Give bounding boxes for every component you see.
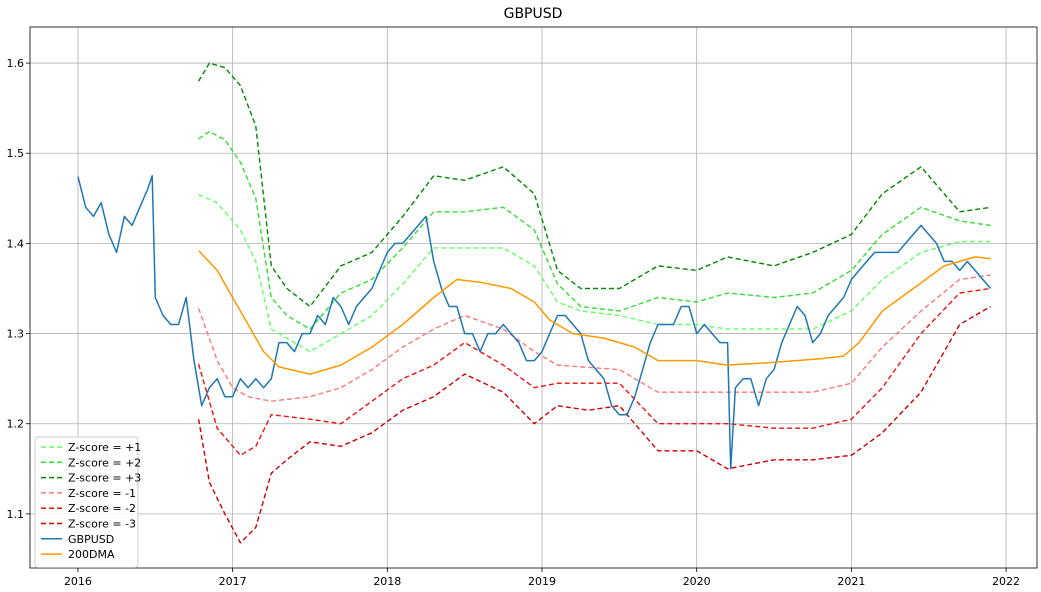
legend-label: Z-score = +3	[68, 472, 141, 485]
legend-label: Z-score = +1	[68, 441, 141, 454]
x-tick-label: 2022	[992, 575, 1020, 588]
chart-title: GBPUSD	[504, 6, 563, 22]
legend-label: Z-score = +2	[68, 456, 141, 469]
series-line-z-score-1	[197, 274, 991, 402]
series-line-200dma	[198, 250, 991, 375]
series-line-z-score-3	[197, 305, 991, 544]
x-tick-label: 2018	[373, 575, 401, 588]
legend: Z-score = +1 Z-score = +2 Z-score = +3 Z-sc…	[34, 436, 141, 568]
legend-box	[34, 436, 139, 568]
x-tick-label: 2021	[837, 575, 865, 588]
x-tick-label: 2019	[528, 575, 556, 588]
legend-label: Z-score = -1	[68, 487, 136, 500]
x-tick-label: 2020	[683, 575, 711, 588]
series-line-z-score-3	[197, 62, 991, 308]
legend-label: Z-score = -3	[68, 518, 136, 531]
legend-label: GBPUSD	[68, 533, 114, 546]
tick-layer: 2016 2017 2018 2019 2020 2021 2022 1.1 1.2 1.3 1.4…	[7, 57, 1021, 588]
y-tick-label: 1.5	[7, 147, 25, 160]
plot-frame	[29, 26, 1038, 569]
y-tick-label: 1.3	[7, 328, 25, 341]
series-layer	[77, 62, 992, 544]
series-line-z-score-2	[198, 130, 991, 330]
series-line-z-score-1	[198, 194, 991, 353]
grid-layer	[30, 27, 1037, 568]
legend-label: Z-score = -2	[68, 502, 136, 515]
x-tick-label: 2017	[219, 575, 247, 588]
series-line-gbpusd	[77, 175, 992, 470]
legend-label: 200DMA	[68, 548, 115, 561]
y-tick-label: 1.1	[7, 508, 25, 521]
x-tick-label: 2016	[64, 575, 92, 588]
y-tick-label: 1.4	[7, 237, 25, 250]
y-tick-label: 1.6	[7, 57, 25, 70]
y-tick-label: 1.2	[7, 418, 25, 431]
series-line-z-score-2	[197, 287, 991, 456]
